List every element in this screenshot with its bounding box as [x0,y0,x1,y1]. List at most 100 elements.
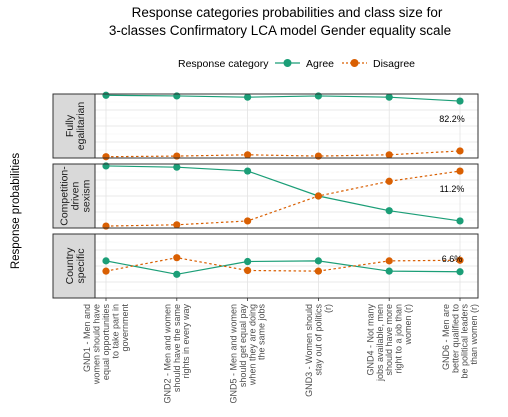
x-tick-label-line: GND2 - Men and women [162,304,172,404]
panel-border [94,233,479,299]
data-point-agree [244,167,252,175]
panel-1: 0.250.500.75Fullyegalitarian82.2% [52,91,479,161]
x-tick-label-line: GND5 - Men and women [229,304,239,404]
x-tick-label-line: the same jobs [257,304,267,361]
x-tick-label-line: stay out of politics [313,304,323,376]
data-point-agree [244,93,252,101]
data-point-disagree [385,151,393,159]
panel-2: 0.250.500.75Competition-drivensexism11.2… [52,162,479,230]
x-tick-label-line: jobs available, men [375,304,385,382]
x-tick-label-line: (r) [323,304,333,313]
x-tick-label-line: be political leaders [460,304,470,379]
x-tick-label: GND2 - Men and womenshould have the same… [162,304,191,404]
data-point-agree [173,92,181,100]
strip-label-line: driven [70,182,82,211]
x-tick-label: GND6 - Men arebetter qualified tobe poli… [441,304,479,379]
x-tick-label-line: when they are doing [247,304,257,386]
data-point-disagree [244,217,252,225]
panel-border [94,93,479,159]
data-point-disagree [102,267,110,275]
chart-title-line-1: Response categories probabilities and cl… [132,5,443,20]
legend-agree-label: Agree [306,58,334,70]
data-point-agree [385,93,393,101]
data-point-agree [385,267,393,275]
x-tick-label-line: should have the same [172,304,182,392]
panel-border [94,163,479,229]
facet-panels: 0.250.500.75Fullyegalitarian82.2%0.250.5… [52,91,479,299]
x-tick-label-line: right to a job than [394,304,404,374]
x-tick-label-line: GND4 - Not many [365,304,375,376]
strip-label: Fullyegalitarian [64,102,87,151]
data-point-agree [456,97,464,105]
chart-title: Response categories probabilities and cl… [109,5,451,38]
data-point-agree [385,207,393,215]
data-point-disagree [456,147,464,155]
legend-disagree-marker [350,59,359,67]
data-point-agree [102,91,110,99]
data-point-disagree [244,151,252,159]
x-tick-label-line: GND1 - Men and [82,304,92,372]
x-tick-label-line: to take part in [110,304,120,359]
x-tick-label-line: women should have [92,304,102,385]
x-tick-label: GND5 - Men and womenshould get equal pay… [229,304,267,404]
series-line-disagree [105,257,461,272]
y-axis-title: Response probabilities [10,153,22,270]
legend: Response category Agree Disagree [178,58,415,70]
data-point-agree [244,257,252,266]
data-point-disagree [456,256,464,264]
series-line-disagree [105,150,461,158]
x-tick-label-line: government [120,304,130,352]
data-point-disagree [314,267,322,275]
x-tick-label-line: better qualified to [450,304,460,373]
data-point-disagree [102,153,110,161]
strip-label-line: Country [64,247,76,285]
data-point-agree [173,270,181,278]
data-point-disagree [385,177,393,185]
strip-label: Competition-drivensexism [59,166,93,226]
data-point-agree [314,257,322,265]
x-tick-label-line: than women (r) [469,304,479,365]
data-point-agree [456,268,464,276]
data-point-disagree [173,254,181,262]
strip-label: Countryspecific [64,247,87,285]
chart-title-line-2: 3-classes Confirmatory LCA model Gender … [109,23,451,38]
data-point-disagree [314,152,322,160]
x-tick-label-line: should have more [384,304,394,376]
x-tick-label-line: women (r) [403,304,413,346]
legend-agree-marker [283,59,292,67]
x-tick-label: GND1 - Men andwomen should haveequal opp… [82,304,130,386]
x-tick-label-line: equal opportunities [101,304,111,381]
strip-label-line: specific [75,248,87,283]
data-point-agree [102,162,110,170]
data-point-agree [314,92,322,100]
x-tick-label: GND4 - Not manyjobs available, menshould… [365,304,413,383]
series-line-agree [105,260,461,275]
data-point-disagree [244,266,252,275]
data-point-disagree [173,152,181,160]
series-line-agree [105,94,461,102]
class-size-label: 6.6% [442,254,463,264]
data-point-disagree [385,257,393,265]
data-point-disagree [314,192,322,200]
x-axis-labels: GND1 - Men andwomen should haveequal opp… [82,298,479,404]
strip-background [52,93,96,159]
series-line-disagree [105,170,461,227]
data-point-disagree [456,167,464,175]
strip-label-line: Competition- [59,166,71,226]
strip-label-line: Fully [64,114,76,137]
class-size-label: 11.2% [440,184,465,194]
strip-background [52,233,96,299]
series-line-agree [105,165,461,222]
data-point-disagree [173,221,181,229]
data-point-agree [173,163,181,171]
x-tick-label-line: GND3 - Women should [304,304,314,397]
class-size-label: 82.2% [439,114,465,124]
data-point-disagree [102,222,110,230]
strip-label-line: sexism [81,179,93,212]
strip-label-line: egalitarian [75,102,87,151]
x-tick-label-line: should get equal pay [238,304,248,388]
legend-title: Response category [178,58,269,70]
panel-3: 0.250.500.75Countryspecific6.6% [52,233,479,299]
legend-disagree-label: Disagree [373,58,415,70]
